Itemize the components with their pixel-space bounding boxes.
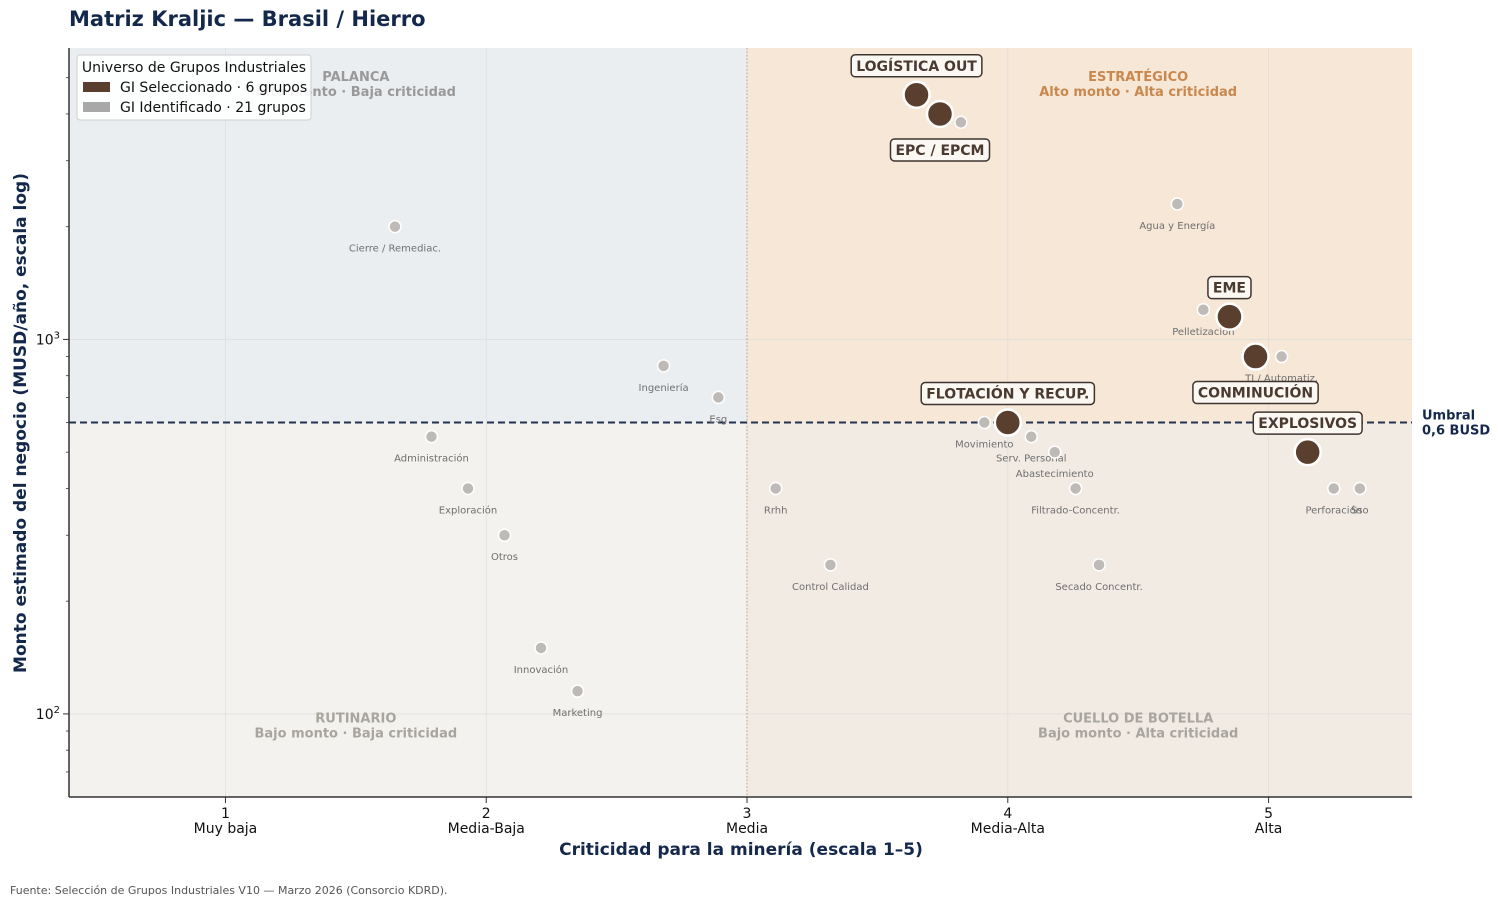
identified-point (1068, 481, 1083, 496)
selected-point-callout-box (850, 54, 983, 78)
identified-point (1274, 349, 1289, 364)
legend-swatch (83, 102, 110, 112)
selected-point-callout-box (1252, 411, 1363, 435)
selected-point-label: FLOTACIÓN Y RECUP. (926, 385, 1089, 403)
x-tick-label: Media (726, 821, 768, 837)
selected-point-callout-box (889, 138, 991, 162)
chart-title: Matriz Kraljic — Brasil / Hierro (69, 7, 426, 31)
quadrant-estrategico-bg (747, 48, 1412, 423)
threshold-label-line1: Umbral (1422, 409, 1475, 424)
identified-point (656, 359, 671, 373)
identified-point (954, 115, 968, 130)
x-tick-number: 1 (221, 806, 230, 822)
identified-point-label: TI / Automatiz. (1244, 374, 1318, 385)
identified-point (570, 684, 585, 698)
identified-point (1024, 429, 1039, 444)
identified-point-label: Administración (394, 453, 469, 465)
quadrant-estrategico-title: ESTRATÉGICO (1088, 69, 1188, 85)
x-tick-number: 2 (482, 806, 491, 822)
x-tick-number: 4 (1003, 806, 1012, 822)
identified-point (461, 481, 475, 496)
identified-point (823, 558, 838, 572)
selected-point-label: EPC / EPCM (895, 143, 984, 159)
legend: Universo de Grupos Industriales GI Selecc… (76, 54, 312, 121)
threshold-label-line2: 0,6 BUSD (1422, 424, 1490, 439)
x-tick-label: Media-Baja (448, 821, 525, 837)
identified-point-label: Cierre / Remediac. (349, 244, 441, 255)
identified-point-label: Movimiento (955, 440, 1014, 451)
identified-point-label: Marketing (553, 708, 603, 719)
identified-point (497, 528, 512, 542)
quadrant-rutinario-bg (69, 422, 748, 797)
identified-point-label: Control Calidad (792, 582, 869, 593)
selected-point (1241, 342, 1270, 371)
x-axis-label: Criticidad para la minería (escala 1–5) (559, 840, 923, 860)
x-tick-label: Media-Alta (971, 821, 1045, 837)
identified-point (534, 641, 548, 655)
selected-point-label: LOGÍSTICA OUT (856, 58, 977, 75)
identified-point-label: Esg (709, 414, 727, 425)
selected-point (1215, 302, 1244, 331)
quadrant-estrategico-subtitle: Alto monto · Alta criticidad (1039, 85, 1237, 100)
identified-point-label: Otros (491, 552, 518, 563)
y-axis-label: Monto estimado del negocio (MUSD/año, es… (11, 173, 31, 673)
quadrant-rutinario-subtitle: Bajo monto · Baja criticidad (255, 726, 458, 741)
identified-point (424, 429, 439, 444)
identified-point-label: Innovación (514, 664, 569, 676)
source-note: Fuente: Selección de Grupos Industriales… (10, 884, 448, 897)
identified-point (1047, 445, 1062, 459)
y-tick-label: 103 (36, 330, 60, 348)
quadrant-palanca-title: PALANCA (322, 70, 389, 85)
identified-point-label: Secado Concentr. (1055, 582, 1143, 593)
x-tick-number: 3 (743, 806, 752, 822)
identified-point (1353, 481, 1367, 496)
legend-box (76, 54, 312, 121)
quadrant-cuello-subtitle: Bajo monto · Alta criticidad (1038, 726, 1238, 741)
identified-point (388, 219, 402, 234)
identified-point-label: Rrhh (764, 505, 788, 516)
selected-point (993, 408, 1023, 437)
legend-swatch (83, 82, 110, 92)
selected-point (902, 80, 931, 110)
identified-point (768, 481, 783, 496)
quadrant-rutinario-title: RUTINARIO (315, 711, 396, 726)
data-points: Cierre / Remediac. Ingeniería Esg Administr… (349, 80, 1369, 719)
identified-point-label: Exploración (439, 504, 497, 516)
identified-point-label: Ingeniería (639, 382, 689, 394)
x-tick-label: Alta (1255, 821, 1283, 837)
selected-point-callout-box (1207, 275, 1252, 300)
identified-point-label: Serv. Personal (996, 454, 1067, 465)
identified-point (1092, 558, 1106, 572)
x-tick-label: Muy baja (194, 821, 258, 837)
y-tick-label: 102 (36, 705, 60, 723)
identified-point (977, 415, 992, 430)
selected-point-callout-box (920, 381, 1096, 406)
identified-point-label: Filtrado-Concentr. (1031, 505, 1120, 516)
identified-point (1196, 303, 1211, 317)
callouts: LOGÍSTICA OUT EPC / EPCM EME CONMINUCIÓN FLO… (850, 54, 1363, 435)
selected-point-label: CONMINUCIÓN (1198, 384, 1313, 402)
identified-point-label: Sso (1351, 505, 1369, 516)
selected-point (1293, 437, 1322, 467)
selected-point-label: EXPLOSIVOS (1258, 416, 1357, 432)
selected-point (925, 99, 955, 129)
legend-entry-label: GI Identificado · 21 grupos (120, 100, 306, 116)
identified-point-label: Perforación (1305, 504, 1362, 516)
identified-point (1170, 197, 1185, 211)
selected-point-callout-box (1192, 380, 1319, 405)
selected-point-label: EME (1213, 281, 1246, 297)
legend-title: Universo de Grupos Industriales (82, 60, 306, 76)
identified-point (1327, 481, 1341, 496)
identified-point (711, 390, 726, 405)
identified-point-label: Agua y Energía (1139, 220, 1215, 232)
x-tick-number: 5 (1264, 806, 1273, 822)
legend-entry-label: GI Seleccionado · 6 grupos (120, 80, 307, 96)
quadrant-cuello-title: CUELLO DE BOTELLA (1063, 711, 1213, 726)
identified-point-label: Abastecimiento (1016, 469, 1094, 480)
identified-point-label: Pelletización (1172, 326, 1234, 338)
